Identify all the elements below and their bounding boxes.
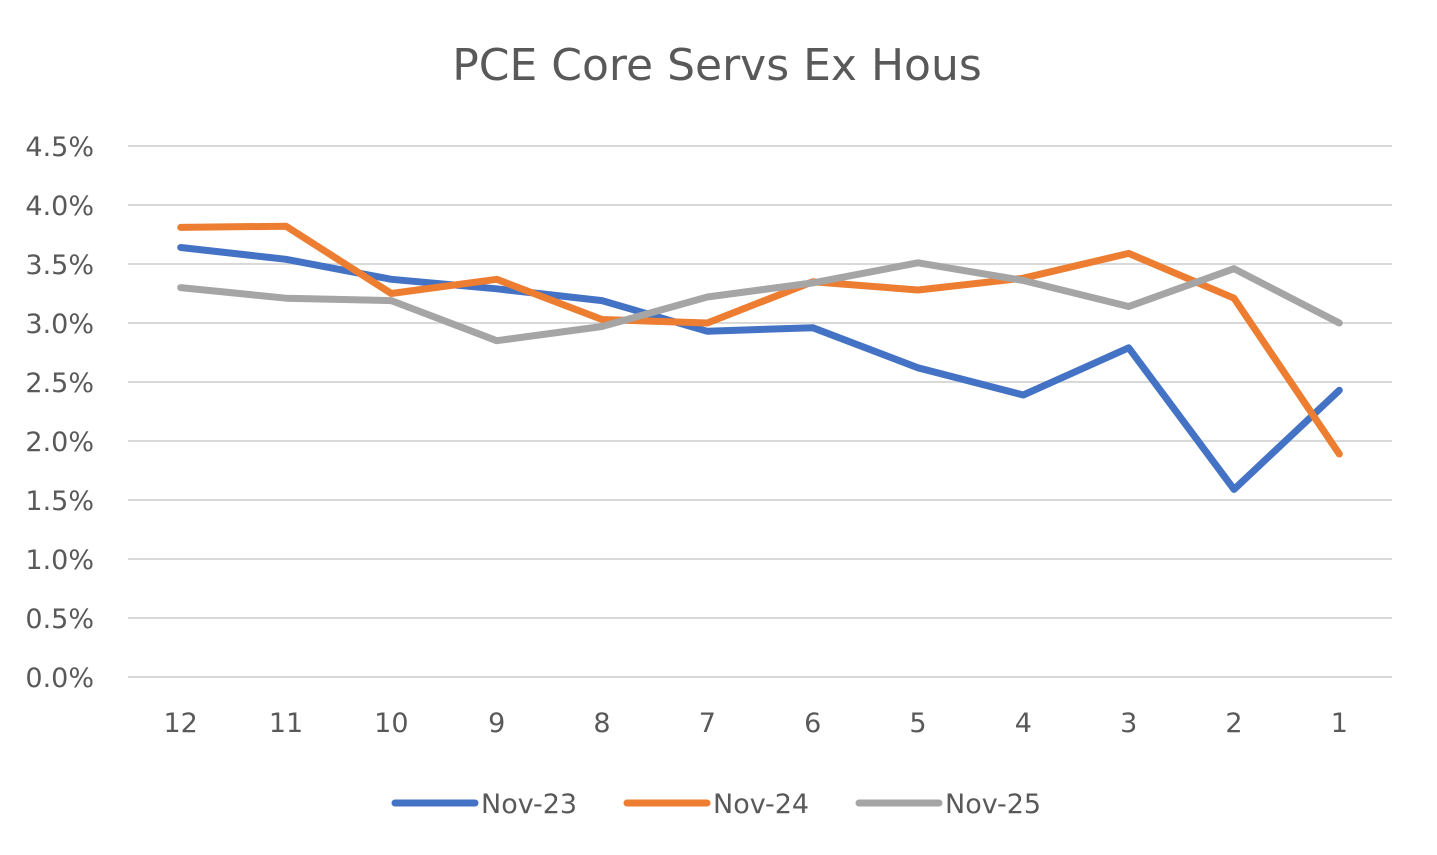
legend-label-nov-23: Nov-23 xyxy=(481,789,577,820)
y-tick-label: 3.0% xyxy=(25,309,94,340)
series-line-nov-23 xyxy=(177,244,1343,493)
y-tick-label: 4.0% xyxy=(25,191,94,222)
series-line-nov-24 xyxy=(177,222,1343,458)
legend-label-nov-25: Nov-25 xyxy=(945,789,1041,820)
y-tick-label: 2.0% xyxy=(25,427,94,458)
series-line-nov-25 xyxy=(177,259,1343,345)
x-tick-label: 2 xyxy=(1225,708,1242,739)
y-tick-label: 1.0% xyxy=(25,545,94,576)
x-tick-label: 6 xyxy=(804,708,821,739)
y-tick-label: 0.5% xyxy=(25,604,94,635)
chart-title: PCE Core Servs Ex Hous xyxy=(452,40,982,91)
y-tick-label: 3.5% xyxy=(25,250,94,281)
legend-label-nov-24: Nov-24 xyxy=(713,789,809,820)
x-tick-label: 12 xyxy=(163,708,197,739)
y-axis-tick-labels: 0.0% 0.5% 1.0% 1.5% 2.0% 2.5% 3.0% 3.5% 4.0% 4.5% xyxy=(25,132,94,694)
x-tick-label: 10 xyxy=(374,708,408,739)
x-tick-label: 9 xyxy=(488,708,505,739)
legend: Nov-23 Nov-24 Nov-25 xyxy=(391,789,1041,820)
gridlines xyxy=(128,145,1392,678)
x-tick-label: 8 xyxy=(593,708,610,739)
x-tick-label: 11 xyxy=(269,708,303,739)
x-tick-label: 5 xyxy=(909,708,926,739)
y-tick-label: 2.5% xyxy=(25,368,94,399)
y-tick-label: 1.5% xyxy=(25,486,94,517)
x-tick-label: 3 xyxy=(1120,708,1137,739)
x-tick-label: 7 xyxy=(699,708,716,739)
x-tick-label: 4 xyxy=(1015,708,1032,739)
series-lines xyxy=(177,222,1343,493)
y-tick-label: 4.5% xyxy=(25,132,94,163)
x-tick-label: 1 xyxy=(1331,708,1348,739)
x-axis-tick-labels: 12 11 10 9 8 7 6 5 4 3 2 1 xyxy=(163,708,1347,739)
y-tick-label: 0.0% xyxy=(25,663,94,694)
